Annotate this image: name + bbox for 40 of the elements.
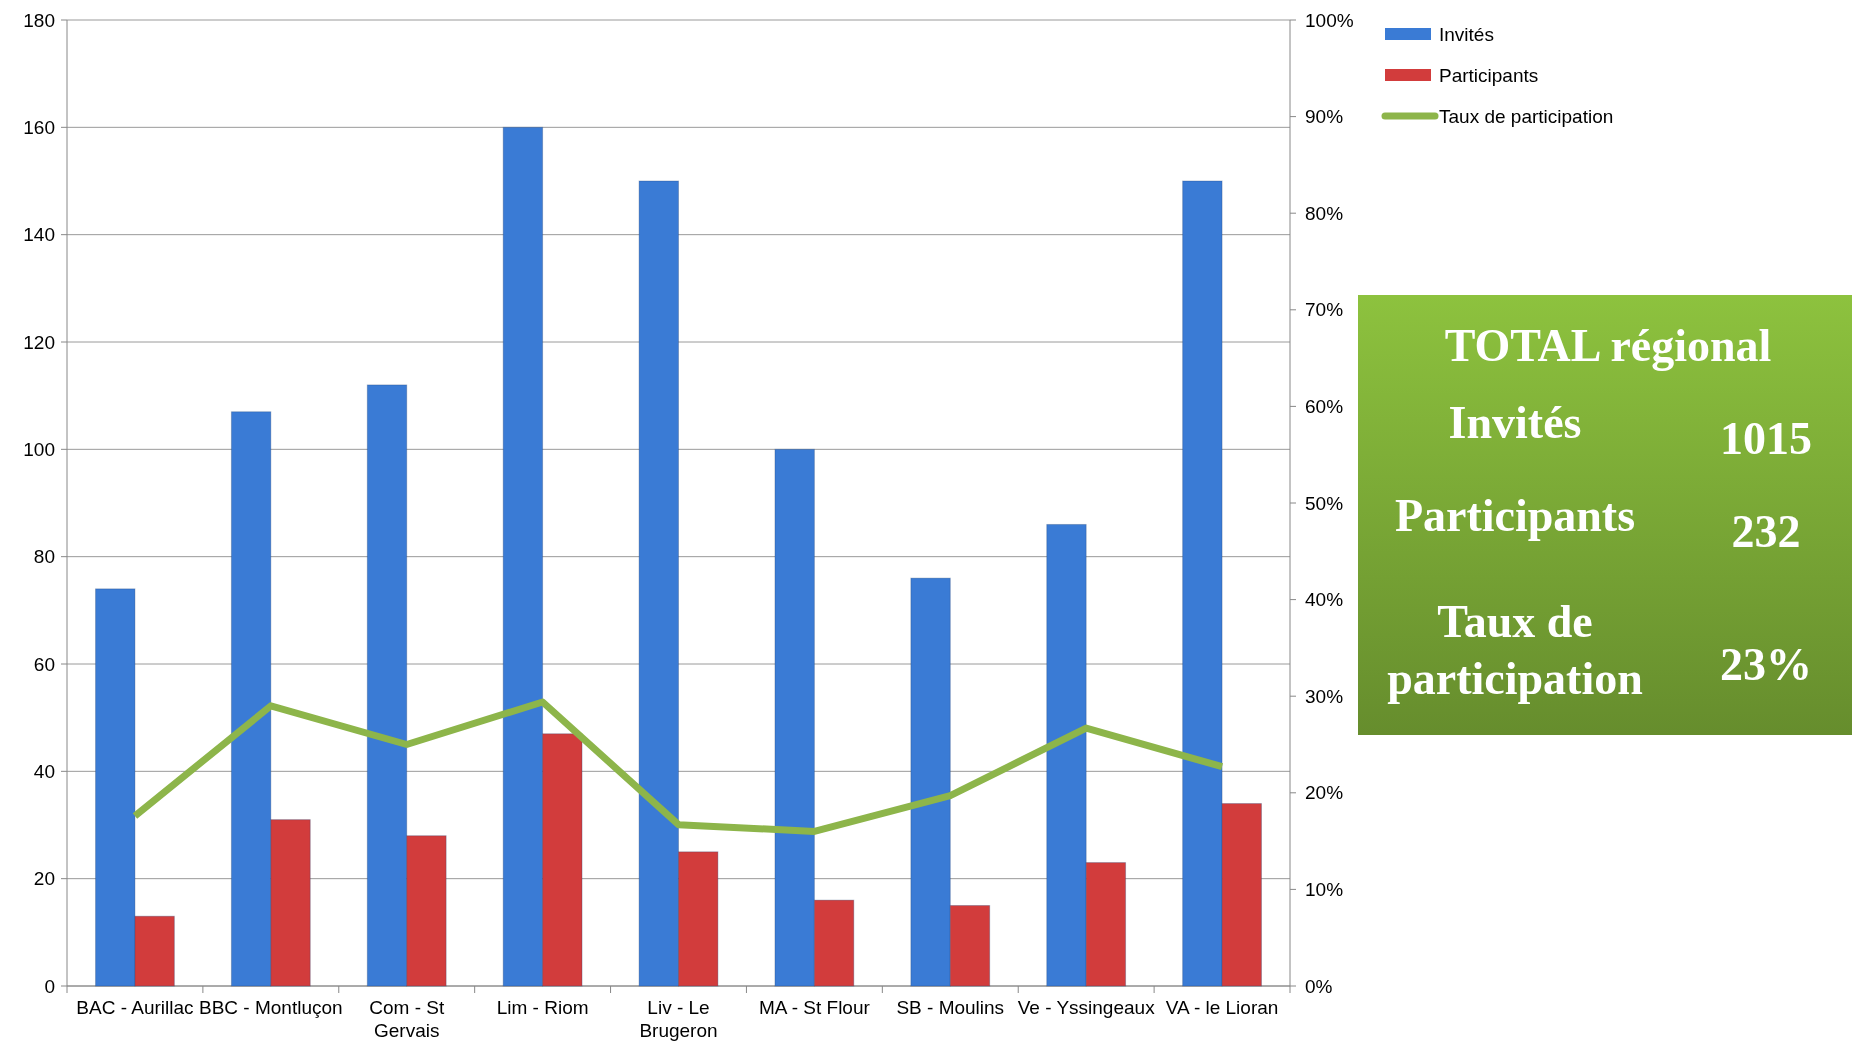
y-tick-label: 180 — [23, 9, 55, 31]
y2-tick-label: 0% — [1305, 975, 1333, 997]
y2-tick-label: 70% — [1305, 299, 1344, 321]
legend-label: Participants — [1439, 64, 1539, 86]
y-tick-label: 160 — [23, 116, 55, 138]
x-tick-label: SB - Moulins — [896, 997, 1005, 1018]
y-tick-label: 80 — [33, 546, 55, 568]
x-tick-label: BAC - Aurillac — [76, 997, 194, 1018]
y2-tick-label: 60% — [1305, 396, 1344, 418]
x-tick-label: MA - St Flour — [758, 997, 871, 1018]
x-tick-label: Com - St Gervais — [369, 997, 445, 1041]
y-tick-label: 100 — [23, 438, 55, 460]
category-label: Taux de participation — [1387, 596, 1643, 704]
x-tick-label: BBC - Montluçon — [199, 997, 343, 1018]
legend-label: Taux de participation — [1439, 105, 1614, 127]
y2-tick-label: 80% — [1305, 202, 1344, 224]
y2-tick-label: 90% — [1305, 106, 1344, 128]
y2-tick-label: 100% — [1305, 9, 1354, 31]
y2-tick-label: 30% — [1305, 685, 1344, 707]
y2-tick-label: 20% — [1305, 782, 1344, 804]
y2-tick-label: 10% — [1305, 879, 1344, 901]
legend-label: Invités — [1439, 23, 1494, 45]
y2-tick-label: 50% — [1305, 492, 1344, 514]
y-tick-label: 40 — [33, 760, 55, 782]
category-label: Invités — [1448, 397, 1582, 448]
text: TOTAL régional — [1444, 320, 1772, 372]
y-tick-label: 140 — [23, 224, 55, 246]
y2-tick-label: 40% — [1305, 589, 1344, 611]
x-tick-label: Liv - Le Brugeron — [639, 997, 718, 1041]
y-tick-label: 120 — [23, 331, 55, 353]
y-tick-label: 0 — [44, 975, 55, 997]
y-tick-label: 20 — [33, 868, 55, 890]
category-label: Participants — [1394, 490, 1636, 541]
text: 1015 — [1720, 413, 1812, 465]
x-tick-label: Ve - Yssingeaux — [1017, 997, 1156, 1018]
x-tick-label: VA - le Lioran — [1165, 997, 1279, 1018]
text: 232 — [1731, 506, 1801, 558]
text: 23% — [1720, 639, 1812, 691]
y-tick-label: 60 — [33, 653, 55, 675]
x-tick-label: Lim - Riom — [496, 997, 589, 1018]
